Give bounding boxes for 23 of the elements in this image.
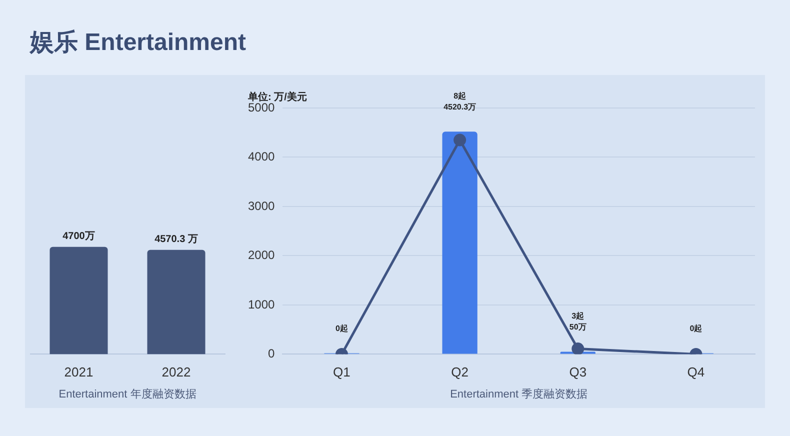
x-tick-label: Q2 (451, 364, 468, 380)
x-tick-label: Q4 (687, 364, 705, 380)
data-label: 4570.3 万 (154, 234, 198, 245)
x-axis-title: Entertainment 年度融资数据 (58, 387, 196, 400)
data-label: 3起 50万 (569, 312, 586, 332)
y-axis-title: 单位: 万/美元 (247, 91, 307, 103)
y-tick-label: 1000 (248, 297, 276, 312)
x-axis-title: Entertainment 季度融资数据 (450, 387, 588, 400)
y-tick-label: 4000 (248, 150, 276, 164)
chart-title: 娱乐 Entertainment (30, 28, 246, 58)
data-label: 8起 4520.3万 (444, 92, 476, 112)
y-tick-label: 0 (268, 346, 276, 361)
bar (442, 132, 478, 354)
y-tick-label: 3000 (248, 198, 276, 213)
data-label: 4700万 (62, 230, 95, 242)
x-tick-label: 2022 (162, 364, 191, 380)
y-tick-label: 5000 (248, 100, 276, 114)
x-tick-label: Q3 (569, 364, 587, 380)
y-tick-label: 2000 (248, 248, 276, 262)
x-tick-label: Q1 (333, 364, 350, 380)
x-tick-label: 2021 (64, 364, 94, 380)
data-label: 0起 (690, 324, 702, 334)
data-label: 0起 (336, 324, 348, 334)
